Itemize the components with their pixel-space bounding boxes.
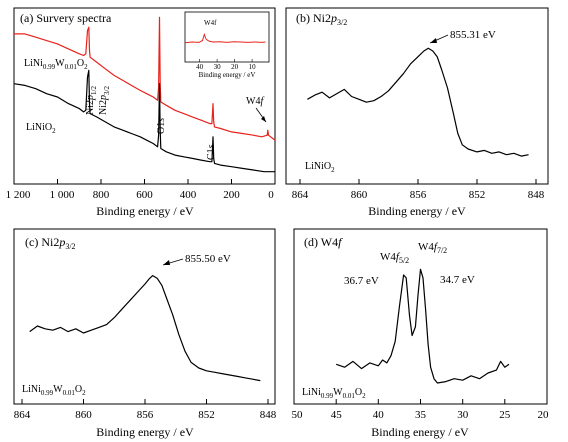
panel-c-sample-label: LiNi0.99W0.01O2	[22, 384, 86, 397]
panel-a-inset-tick-label: 40	[196, 63, 204, 71]
panel-a-inset-x-axis-label: Binding energy / eV	[199, 71, 256, 79]
panel-c-peak-label: 855.50 eV	[185, 253, 231, 265]
panel-a-o1s-label: O1s	[156, 118, 167, 134]
panel-a-inset-tick-labels: 40 30 20 10	[196, 63, 256, 71]
panel-a-title: (a) Survery spectra	[20, 11, 112, 25]
panel-a-x-tick-label: 400	[180, 189, 197, 201]
panel-d-x-ticks	[293, 399, 548, 404]
panel-a-inset-tick-label: 10	[249, 63, 257, 71]
panel-b-x-tick-label: 856	[410, 189, 427, 201]
panel-d-sample-label: LiNi0.99W0.01O2	[302, 387, 366, 400]
panel-a-x-ticks	[13, 179, 276, 184]
panel-d-peak-value-2: 34.7 eV	[440, 274, 475, 286]
panel-b-peak-label: 855.31 eV	[450, 29, 496, 41]
panel-d-title: (d) W4f	[304, 235, 343, 249]
panel-a-x-tick-label: 600	[136, 189, 153, 201]
panel-a-line-linio2	[13, 69, 275, 173]
panel-c: (c) Ni2p3/2 864 860 856 852 848 Binding …	[13, 228, 277, 439]
panel-d-x-tick-label: 35	[415, 409, 427, 421]
panel-c-x-ticks	[21, 399, 269, 404]
panel-d-x-tick-label: 50	[292, 409, 304, 421]
panel-c-title: (c) Ni2p3/2	[25, 235, 76, 251]
panel-b-x-tick-label: 864	[292, 189, 309, 201]
panel-a-w4f-arrowhead	[261, 116, 266, 122]
panel-b-sample-label: LiNiO2	[305, 161, 335, 174]
panel-d-w4f52-label: W4f5/2	[380, 251, 409, 265]
panel-c-x-axis-label: Binding energy / eV	[96, 425, 194, 439]
panel-a-c1s-label: C1s	[206, 144, 217, 160]
panel-a-sample-plain-label: LiNiO2	[26, 122, 56, 135]
panel-c-x-tick-labels: 864 860 856 852 848	[14, 409, 277, 421]
panel-d-peak-value-1: 36.7 eV	[344, 275, 379, 287]
panel-d-x-tick-label: 25	[499, 409, 511, 421]
panel-a-line-lini099w001o2	[14, 16, 276, 141]
panel-d-x-tick-labels: 50 45 40 35 30 25 20	[292, 409, 550, 421]
panel-a-inset-line	[184, 32, 266, 44]
panel-d-x-tick-label: 40	[373, 409, 385, 421]
panel-a-inset-tick-label: 30	[214, 63, 222, 71]
panel-c-frame	[13, 228, 276, 405]
panel-d-x-tick-label: 30	[457, 409, 469, 421]
panel-a-inset-frame	[184, 11, 270, 63]
panel-b-x-tick-label: 852	[469, 189, 486, 201]
panel-d-x-tick-label: 20	[538, 409, 550, 421]
panel-b-line	[307, 47, 529, 157]
panel-a-inset-tick-label: 20	[231, 63, 239, 71]
panel-a-x-tick-labels: 1 200 1 000 800 600 400 200 0	[6, 189, 275, 201]
panel-a-sample-w-label: LiNi0.99W0.01O2	[24, 58, 88, 71]
panel-c-x-tick-label: 848	[260, 409, 277, 421]
panel-b-x-ticks	[299, 179, 537, 184]
panel-b-x-tick-labels: 864 860 856 852 848	[292, 189, 545, 201]
panel-a-series-black	[13, 69, 275, 173]
panel-a-ni-3-2-label: Ni2p3/2	[98, 86, 111, 115]
panel-b-x-tick-label: 848	[528, 189, 545, 201]
panel-b-frame	[285, 7, 549, 185]
panel-a-series-red	[14, 16, 276, 141]
panel-c-line	[29, 275, 261, 382]
panel-b-title: (b) Ni2p3/2	[296, 11, 347, 27]
panel-c-x-tick-label: 860	[75, 409, 92, 421]
panel-a: (a) Survery spectra 1 200 1 000 800 600 …	[6, 7, 276, 218]
panel-b-x-tick-label: 860	[351, 189, 368, 201]
panel-b: (b) Ni2p3/2 864 860 856 852 848 Binding …	[285, 7, 549, 218]
panel-d-frame	[293, 228, 548, 405]
panel-d: (d) W4f 50 45 40 35 30 25 20 Binding ene…	[292, 228, 550, 439]
panel-c-x-tick-label: 864	[14, 409, 31, 421]
panel-b-x-axis-label: Binding energy / eV	[368, 204, 466, 218]
panel-a-x-tick-label: 1 000	[50, 189, 75, 201]
panel-a-x-tick-label: 200	[223, 189, 240, 201]
panel-a-w4f-label: W4f	[246, 96, 264, 107]
panel-c-x-tick-label: 856	[137, 409, 154, 421]
panel-d-x-tick-label: 45	[331, 409, 343, 421]
panel-a-inset-w4f-label: W4f	[204, 19, 217, 27]
panel-a-x-tick-label: 800	[93, 189, 110, 201]
panel-a-x-tick-label: 1 200	[6, 189, 31, 201]
panel-c-x-tick-label: 852	[198, 409, 215, 421]
panel-c-peak-arrowhead	[163, 260, 170, 265]
panel-b-peak-arrowhead	[430, 38, 437, 43]
panel-a-x-tick-label: 0	[268, 189, 274, 201]
panel-a-inset: W4f 40 30 20 10 Binding energy / eV	[184, 11, 270, 79]
panel-d-line	[336, 268, 510, 384]
panel-d-w4f72-label: W4f7/2	[418, 241, 447, 255]
panel-d-x-axis-label: Binding energy / eV	[371, 425, 469, 439]
panel-a-x-axis-label: Binding energy / eV	[96, 204, 194, 218]
